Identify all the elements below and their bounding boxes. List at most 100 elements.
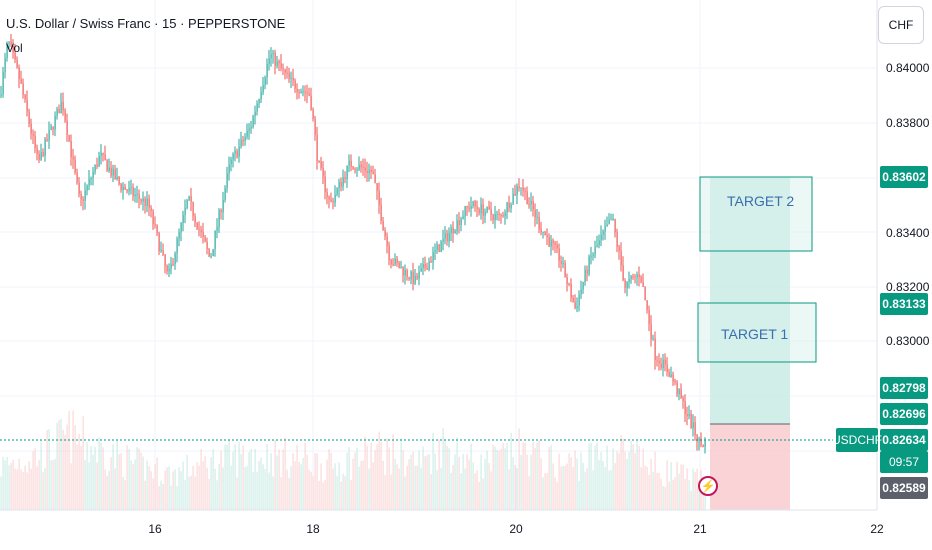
candle-body — [594, 246, 596, 255]
candle-body — [196, 222, 198, 230]
volume-bar — [200, 448, 202, 510]
candle-body — [236, 150, 238, 157]
volume-bar — [352, 458, 354, 510]
candle-body — [294, 80, 296, 89]
volume-bar — [222, 467, 224, 510]
candle-body — [460, 218, 462, 226]
candle-body — [622, 265, 624, 281]
volume-bar — [534, 448, 536, 510]
volume-bar — [102, 447, 104, 510]
volume-bar — [180, 471, 182, 510]
volume-bar — [470, 443, 472, 510]
price-label-entry[interactable]: 0.82696 — [880, 403, 928, 425]
candle-body — [44, 139, 46, 156]
volume-bar — [32, 451, 34, 510]
candle-body — [612, 218, 614, 220]
volume-bar — [126, 445, 128, 510]
volume-bar — [572, 466, 574, 510]
volume-bar — [278, 449, 280, 510]
grid — [0, 0, 877, 510]
volume-bar — [526, 454, 528, 510]
volume-bar — [548, 447, 550, 510]
volume-bar — [284, 437, 286, 510]
volume-bar — [90, 446, 92, 510]
candle-body — [56, 109, 58, 117]
candle-body — [450, 227, 452, 233]
volume-bar — [150, 471, 152, 510]
price-label-current[interactable]: 0.82634 — [880, 429, 928, 451]
price-label-upper[interactable]: 0.82798 — [880, 377, 928, 399]
candle-body — [534, 209, 536, 218]
lightning-icon[interactable]: ⚡ — [698, 476, 718, 496]
candle-body — [278, 61, 280, 64]
volume-bar — [542, 477, 544, 510]
volume-bar — [484, 458, 486, 510]
candle-body — [522, 187, 524, 191]
volume-bar — [156, 457, 158, 510]
volume-bar — [330, 452, 332, 510]
candle-body — [576, 306, 578, 309]
price-label-target1[interactable]: 0.83133 — [880, 293, 928, 315]
volume-bar — [644, 465, 646, 510]
volume-bar — [44, 468, 46, 510]
symbol-tag[interactable]: USDCHF — [832, 428, 882, 452]
candle-body — [498, 213, 500, 215]
candle-body — [378, 190, 380, 206]
volume-bar — [288, 477, 290, 510]
volume-bar — [684, 479, 686, 510]
candle-body — [676, 381, 678, 395]
volume-bar — [106, 475, 108, 510]
candle-body — [408, 277, 410, 280]
volume-bar — [426, 455, 428, 510]
candle-body — [526, 191, 528, 205]
candle-body — [124, 186, 126, 190]
candle-body — [198, 229, 200, 231]
candle-body — [448, 232, 450, 242]
volume-bar — [588, 443, 590, 510]
candle-body — [250, 126, 252, 129]
volume-bar — [380, 441, 382, 510]
candle-body — [602, 231, 604, 235]
volume-bar — [682, 464, 684, 510]
volume-bar — [402, 450, 404, 510]
volume-label: Vol — [6, 41, 23, 55]
volume-bar — [404, 476, 406, 510]
candle-body — [484, 211, 486, 216]
candle-body — [536, 216, 538, 218]
candle-body — [148, 198, 150, 208]
volume-bar — [604, 467, 606, 510]
candle-body — [106, 160, 108, 172]
price-label-stop[interactable]: 0.82589 — [880, 477, 928, 499]
volume-bar — [124, 480, 126, 510]
candle-body — [12, 45, 14, 53]
candle-body — [58, 109, 60, 114]
x-tick: 20 — [509, 522, 523, 536]
candle-body — [76, 172, 78, 183]
volume-bar — [8, 465, 10, 510]
price-label-target2[interactable]: 0.83602 — [880, 166, 928, 188]
candle-body — [668, 371, 670, 377]
volume-bar — [218, 463, 220, 510]
candle-body — [334, 194, 336, 203]
candle-body — [234, 150, 236, 154]
candle-body — [2, 72, 4, 95]
candle-body — [84, 190, 86, 201]
volume-bar — [116, 439, 118, 510]
volume-bar — [56, 422, 58, 510]
volume-bar — [186, 455, 188, 510]
candle-body — [494, 213, 496, 221]
volume-bar — [280, 477, 282, 510]
candle-body — [300, 91, 302, 93]
volume-bar — [340, 481, 342, 510]
volume-bar — [40, 439, 42, 510]
candle-body — [292, 77, 294, 81]
candle-body — [410, 271, 412, 280]
volume-bar — [274, 439, 276, 510]
y-tick: 0.83800 — [886, 116, 930, 130]
volume-bar — [478, 481, 480, 510]
volume-bar — [412, 451, 414, 510]
volume-bar — [144, 480, 146, 510]
volume-bar — [154, 464, 156, 510]
currency-button[interactable]: CHF — [878, 6, 924, 44]
